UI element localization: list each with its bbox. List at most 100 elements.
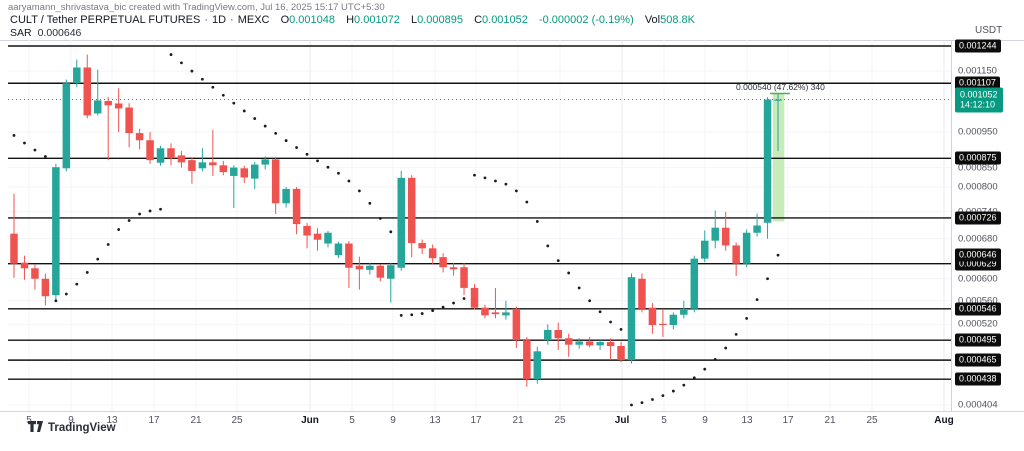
- current-bar-highlight: [772, 93, 785, 222]
- sar-dot: [724, 346, 728, 350]
- price-tick-label: 0.000950: [958, 126, 998, 138]
- bear-candle: [345, 243, 353, 268]
- bear-candle: [104, 101, 112, 106]
- symbol-name[interactable]: CULT / Tether PERPETUAL FUTURES: [10, 14, 201, 26]
- sar-dot: [54, 299, 58, 303]
- sar-dot: [452, 301, 455, 305]
- sar-dot: [546, 244, 550, 248]
- bear-candle: [554, 330, 562, 339]
- sar-dot: [734, 333, 738, 336]
- attribution-text: aaryamann_shrivastava_bic created with T…: [8, 2, 385, 13]
- sar-dot: [253, 117, 257, 120]
- bull-candle: [397, 177, 405, 268]
- bear-candle: [219, 165, 228, 173]
- tradingview-logo[interactable]: TradingView: [28, 421, 116, 434]
- sar-dot: [682, 383, 686, 387]
- tradingview-logo-icon: [28, 421, 43, 432]
- bear-candle: [313, 233, 322, 240]
- price-level-badge: 0.000465: [955, 353, 1001, 367]
- bear-candle: [659, 323, 667, 326]
- bear-candle: [303, 225, 311, 236]
- exchange-label[interactable]: MEXC: [237, 14, 270, 26]
- sar-dot: [96, 257, 100, 261]
- time-tick-label: 9: [68, 415, 74, 426]
- sar-dot: [525, 200, 529, 204]
- price-tick-label: 0.000680: [958, 233, 998, 245]
- sar-dot: [378, 216, 382, 220]
- price-scale[interactable]: 0.0011500.0009500.0008500.0008000.000740…: [952, 39, 1024, 411]
- sar-dot: [200, 77, 204, 81]
- price-level-badge: 0.000546: [955, 302, 1001, 316]
- sar-dot: [316, 159, 319, 163]
- bear-candle: [617, 346, 625, 361]
- sar-dot: [127, 219, 131, 222]
- bull-candle: [680, 308, 688, 315]
- sar-dot: [745, 316, 749, 320]
- time-axis[interactable]: 5 9 13 17 21 25 Jun 5 9 13 17 21 25 Jul 5 9 13 17 21 25 Aug: [0, 412, 1024, 434]
- sar-dot: [33, 148, 37, 152]
- indicator-legend[interactable]: SAR 0.000646: [10, 27, 81, 39]
- sar-dot: [713, 358, 717, 361]
- time-tick-label: 5: [26, 415, 32, 426]
- bear-candle: [31, 268, 39, 279]
- price-tick-label: 0.000850: [958, 162, 998, 174]
- sar-dot: [504, 182, 508, 186]
- time-tick-label: 13: [106, 415, 118, 426]
- sar-dot: [232, 101, 236, 105]
- bull-candle: [334, 243, 343, 256]
- bear-candle: [20, 262, 29, 269]
- bear-candle: [376, 265, 385, 278]
- sar-dot: [23, 141, 26, 145]
- sar-dot: [85, 271, 89, 274]
- sar-dot: [305, 152, 309, 156]
- sar-dot: [263, 124, 267, 128]
- sar-dot: [567, 271, 571, 275]
- sar-dot: [211, 85, 215, 89]
- measurement-label: 0.000540 (47.62%) 340: [736, 82, 825, 92]
- bear-candle: [188, 160, 196, 171]
- time-tick-label: 25: [231, 415, 243, 426]
- time-tick-label: Jul: [614, 415, 630, 426]
- bear-candle: [638, 278, 646, 309]
- sar-dot: [671, 389, 675, 393]
- bear-candle: [125, 107, 133, 134]
- sar-dot: [494, 179, 497, 183]
- bull-candle: [250, 164, 259, 179]
- time-tick-label: 17: [782, 415, 794, 426]
- sar-dot: [473, 173, 476, 177]
- bull-candle: [387, 265, 395, 279]
- bear-candle: [167, 148, 175, 159]
- price-level-badge: 0.001244: [955, 39, 1001, 53]
- indicator-value: 0.000646: [37, 27, 82, 39]
- sar-dot: [651, 398, 654, 401]
- sar-dot: [284, 139, 288, 142]
- sar-dot: [12, 134, 16, 137]
- bear-candle: [585, 341, 594, 346]
- bear-candle: [418, 243, 426, 249]
- bear-candle: [721, 227, 730, 246]
- sar-dot: [357, 189, 361, 193]
- sar-dot: [766, 277, 769, 281]
- time-tick-label: 17: [470, 415, 482, 426]
- price-scale-currency[interactable]: USDT: [975, 25, 1003, 36]
- header-divider: [0, 40, 1024, 41]
- sar-dot: [326, 165, 330, 169]
- sar-dot: [640, 401, 644, 405]
- bull-candle: [711, 227, 719, 241]
- interval-label[interactable]: 1D: [211, 14, 227, 26]
- sar-dot: [410, 313, 414, 317]
- bear-candle: [491, 312, 500, 315]
- sar-dot: [598, 310, 602, 314]
- bear-candle: [648, 307, 657, 326]
- bull-candle: [52, 167, 60, 296]
- bull-candle: [156, 148, 165, 163]
- price-tick-label: 0.000800: [958, 181, 998, 193]
- sar-dot: [106, 243, 110, 246]
- bull-candle: [502, 312, 510, 316]
- sar-dot: [483, 176, 487, 180]
- time-tick-label: 5: [661, 415, 667, 426]
- sar-dot: [577, 286, 581, 290]
- indicator-name: SAR: [10, 27, 32, 39]
- bull-candle: [533, 351, 542, 380]
